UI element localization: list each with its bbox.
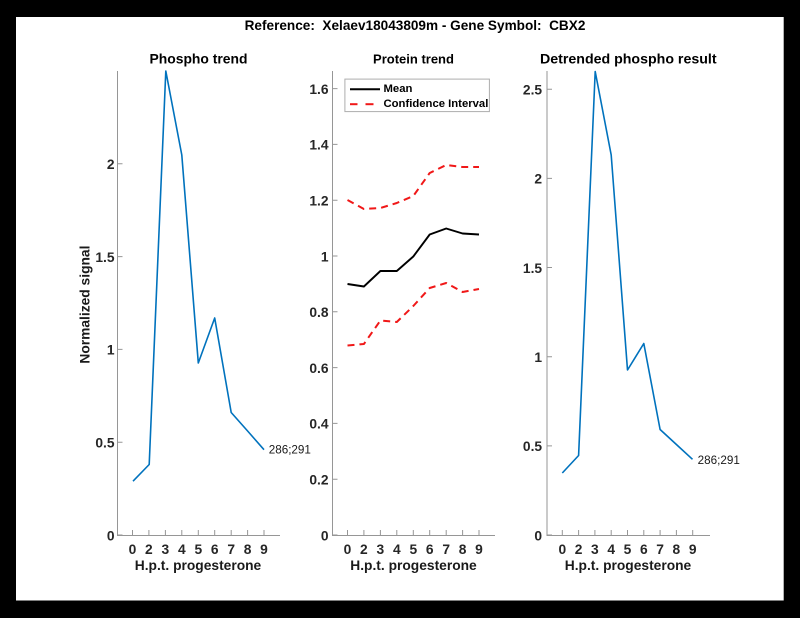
svg-text:0.5: 0.5 — [95, 436, 115, 451]
svg-text:1: 1 — [321, 249, 329, 264]
svg-text:Mean: Mean — [384, 83, 413, 95]
svg-text:2: 2 — [360, 542, 368, 557]
svg-text:H.p.t. progesterone: H.p.t. progesterone — [350, 558, 477, 573]
svg-text:286;291: 286;291 — [269, 444, 311, 457]
svg-text:Normalized signal: Normalized signal — [77, 246, 92, 364]
svg-text:0: 0 — [344, 542, 352, 557]
svg-text:7: 7 — [442, 542, 450, 557]
svg-text:9: 9 — [475, 542, 483, 557]
svg-text:0.6: 0.6 — [309, 361, 329, 376]
svg-text:Confidence Interval: Confidence Interval — [384, 98, 489, 110]
svg-text:0.2: 0.2 — [309, 473, 329, 488]
svg-text:0: 0 — [321, 528, 329, 543]
svg-text:Protein trend: Protein trend — [373, 52, 454, 67]
svg-text:9: 9 — [689, 542, 697, 557]
svg-text:4: 4 — [607, 542, 615, 557]
svg-text:1: 1 — [107, 343, 115, 358]
svg-text:6: 6 — [211, 542, 219, 557]
svg-text:2: 2 — [107, 157, 115, 172]
svg-text:5: 5 — [624, 542, 632, 557]
svg-text:0: 0 — [558, 542, 566, 557]
svg-text:3: 3 — [377, 542, 385, 557]
svg-text:5: 5 — [194, 542, 202, 557]
svg-text:0: 0 — [129, 542, 137, 557]
svg-text:8: 8 — [673, 542, 681, 557]
svg-text:2: 2 — [145, 542, 153, 557]
svg-text:2.5: 2.5 — [523, 83, 543, 98]
svg-text:1.6: 1.6 — [309, 82, 329, 97]
svg-text:8: 8 — [459, 542, 467, 557]
svg-text:7: 7 — [656, 542, 664, 557]
svg-text:6: 6 — [640, 542, 648, 557]
svg-text:Detrended phospho result: Detrended phospho result — [540, 52, 717, 68]
svg-text:1.2: 1.2 — [309, 194, 329, 209]
svg-text:Phospho trend: Phospho trend — [149, 51, 247, 67]
svg-text:3: 3 — [162, 542, 170, 557]
svg-text:0.8: 0.8 — [309, 305, 329, 320]
svg-text:6: 6 — [426, 542, 434, 557]
svg-text:0.4: 0.4 — [309, 417, 329, 432]
svg-text:2: 2 — [534, 172, 542, 187]
svg-text:9: 9 — [260, 542, 268, 557]
svg-text:1.5: 1.5 — [523, 261, 543, 276]
svg-text:4: 4 — [178, 542, 186, 557]
svg-text:1.5: 1.5 — [95, 250, 115, 265]
svg-text:H.p.t. progesterone: H.p.t. progesterone — [135, 558, 262, 573]
svg-text:7: 7 — [227, 542, 235, 557]
svg-text:5: 5 — [409, 542, 417, 557]
svg-text:0.5: 0.5 — [523, 439, 543, 454]
svg-text:0: 0 — [534, 528, 542, 543]
svg-text:2: 2 — [575, 542, 583, 557]
svg-text:4: 4 — [393, 542, 401, 557]
svg-text:3: 3 — [591, 542, 599, 557]
svg-text:1: 1 — [534, 350, 542, 365]
svg-text:Reference: Xelaev18043809m -: Reference: Xelaev18043809m - Gene Symbol… — [245, 18, 586, 33]
svg-text:H.p.t. progesterone: H.p.t. progesterone — [565, 558, 692, 573]
svg-text:286;291: 286;291 — [698, 454, 740, 467]
svg-text:1.4: 1.4 — [309, 138, 329, 153]
svg-text:0: 0 — [107, 528, 115, 543]
svg-text:8: 8 — [244, 542, 252, 557]
